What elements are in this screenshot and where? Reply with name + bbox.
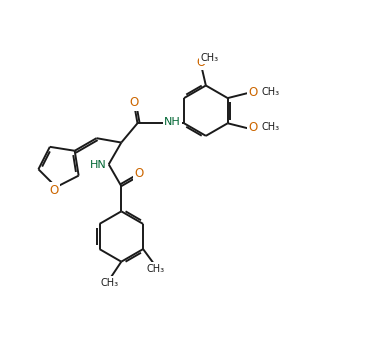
Text: O: O [50, 184, 59, 197]
Text: O: O [135, 167, 144, 180]
Text: O: O [129, 96, 138, 109]
Text: CH₃: CH₃ [262, 87, 279, 97]
Text: HN: HN [90, 160, 106, 170]
Text: NH: NH [164, 117, 181, 128]
Text: O: O [249, 86, 258, 99]
Text: CH₃: CH₃ [100, 278, 118, 288]
Text: O: O [196, 56, 206, 69]
Text: CH₃: CH₃ [146, 264, 164, 273]
Text: O: O [249, 121, 258, 134]
Text: CH₃: CH₃ [201, 53, 219, 63]
Text: CH₃: CH₃ [262, 122, 279, 132]
